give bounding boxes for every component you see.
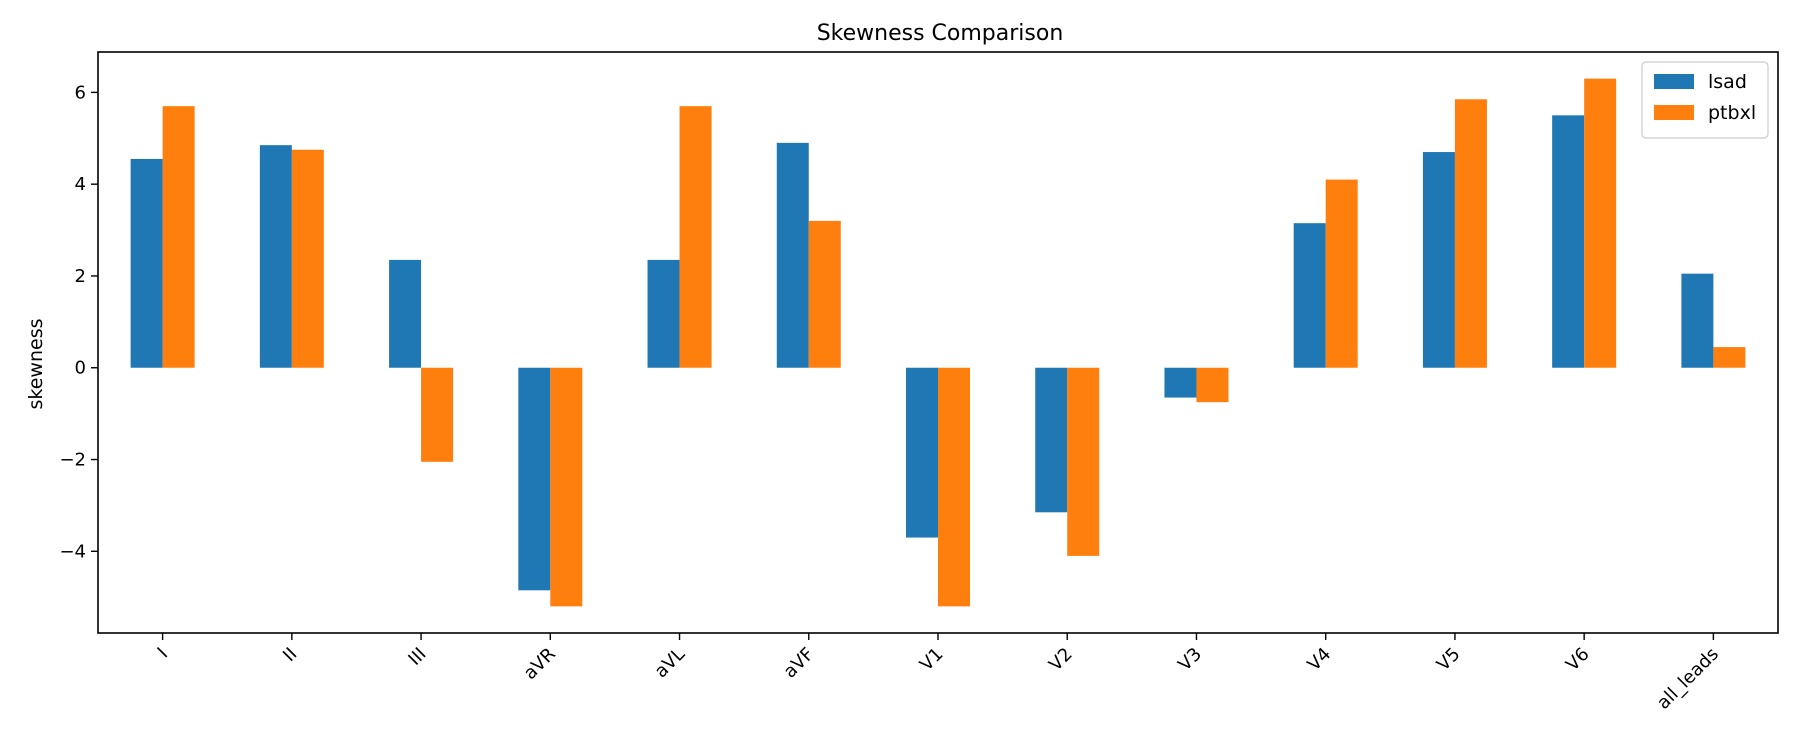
bar-lsad-aVR	[518, 367, 551, 591]
y-tick-label: −4	[59, 541, 86, 562]
bar-lsad-V6	[1552, 115, 1585, 368]
y-tick-label: 6	[75, 82, 86, 103]
bar-lsad-all_leads	[1681, 273, 1714, 368]
bar-ptbxl-V3	[1196, 367, 1229, 403]
bar-ptbxl-V1	[938, 367, 970, 607]
legend-swatch-lsad	[1654, 74, 1694, 89]
plot-frame	[97, 51, 1779, 634]
bar-ptbxl-aVR	[550, 367, 583, 607]
bar-ptbxl-V5	[1454, 99, 1487, 368]
bar-lsad-V2	[1035, 367, 1068, 513]
legend-box	[1641, 61, 1769, 139]
legend-swatch-ptbxl	[1654, 105, 1694, 120]
y-axis-label: skewness	[25, 319, 47, 410]
bar-group	[130, 78, 1746, 607]
bar-ptbxl-III	[421, 367, 454, 462]
bar-ptbxl-aVL	[679, 106, 712, 368]
bar-ptbxl-II	[291, 149, 324, 368]
bar-lsad-aVL	[647, 259, 680, 368]
bar-lsad-V5	[1422, 152, 1455, 368]
bar-ptbxl-V6	[1584, 78, 1617, 368]
bar-lsad-V1	[906, 367, 938, 538]
bar-lsad-I	[130, 158, 163, 368]
bar-lsad-III	[389, 259, 422, 368]
bar-ptbxl-all_leads	[1713, 347, 1746, 368]
bar-lsad-II	[259, 145, 292, 368]
y-axis-ticks: −4 −2 0 2 4 6	[59, 82, 98, 562]
bar-ptbxl-I	[162, 106, 195, 368]
legend: lsad ptbxl	[1641, 61, 1769, 139]
bar-lsad-aVF	[776, 142, 809, 368]
y-tick-label: 2	[75, 266, 86, 287]
legend-label-lsad: lsad	[1708, 71, 1747, 93]
y-tick-label: 4	[75, 174, 86, 195]
y-tick-label: −2	[59, 450, 86, 471]
bar-lsad-V3	[1164, 367, 1197, 398]
chart-title: Skewness Comparison	[817, 21, 1064, 46]
bar-ptbxl-aVF	[808, 220, 841, 368]
bar-ptbxl-V4	[1325, 179, 1358, 368]
bar-lsad-V4	[1293, 223, 1326, 368]
bar-ptbxl-V2	[1067, 367, 1100, 556]
y-tick-label: 0	[75, 358, 86, 379]
legend-label-ptbxl: ptbxl	[1708, 102, 1756, 124]
